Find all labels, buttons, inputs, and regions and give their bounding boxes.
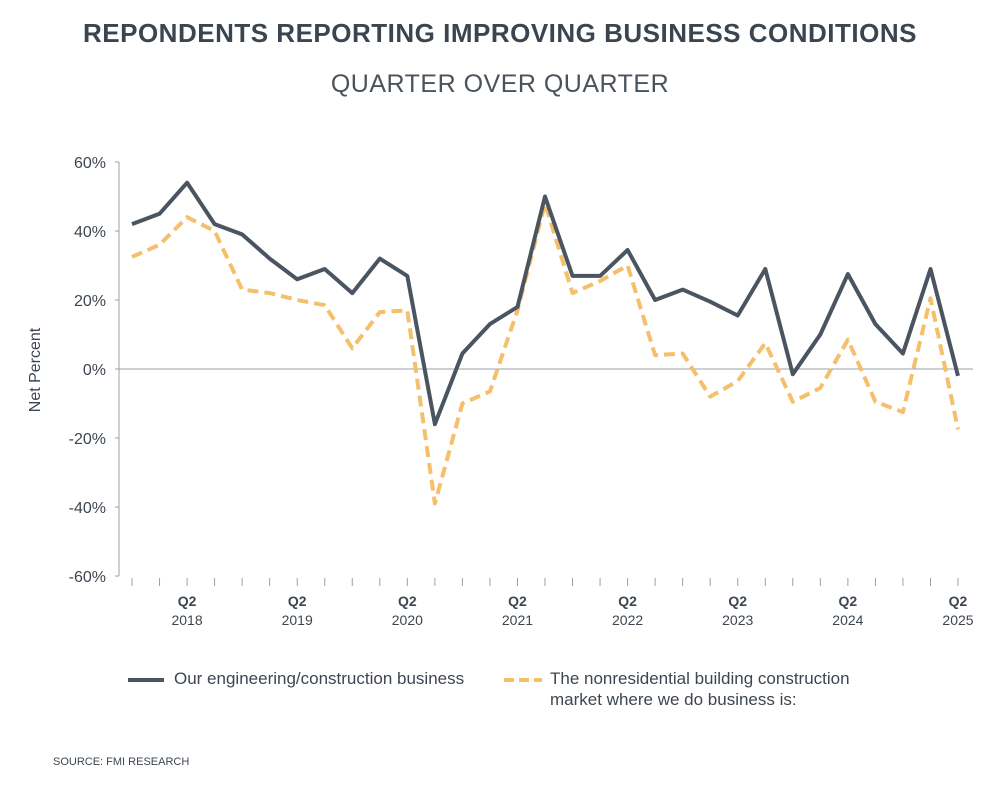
legend-swatch-dashed [504,678,542,682]
legend-swatch-solid [128,678,164,682]
y-tick-label: 40% [74,224,106,241]
x-tick-label-year: 2023 [722,612,753,628]
x-tick-label-year: 2022 [612,612,643,628]
x-tick-label-quarter: Q2 [508,593,527,609]
y-axis-label: Net Percent [27,327,44,412]
legend-label-series2-line2: market where we do business is: [550,690,797,709]
legend-label-series2-line1: The nonresidential building construction [550,669,850,688]
legend-label-series1: Our engineering/construction business [174,669,465,688]
y-tick-label: -60% [69,569,106,586]
x-tick-label-year: 2021 [502,612,533,628]
x-tick-label-quarter: Q2 [178,593,197,609]
x-tick-label-quarter: Q2 [288,593,307,609]
legend-label-series2: The nonresidential building construction… [550,668,850,710]
chart-title: REPONDENTS REPORTING IMPROVING BUSINESS … [83,18,917,48]
y-tick-label: -40% [69,500,106,517]
series-line-nonresidential-market [131,201,960,506]
y-tick-label: 0% [83,362,106,379]
x-tick-label-quarter: Q2 [839,593,858,609]
x-tick-label-year: 2020 [392,612,423,628]
y-tick-label: -20% [69,431,106,448]
x-tick-label-year: 2019 [282,612,313,628]
x-tick-label-quarter: Q2 [618,593,637,609]
y-tick-label: 60% [74,155,106,172]
y-tick-label: 20% [74,293,106,310]
series-line-engineering-construction [131,180,960,427]
x-tick-label-year: 2018 [171,612,202,628]
source-note: SOURCE: FMI RESEARCH [53,756,190,768]
chart-subtitle: QUARTER OVER QUARTER [330,70,670,98]
x-tick-label-year: 2025 [942,612,973,628]
x-tick-label-year: 2024 [832,612,863,628]
x-tick-label-quarter: Q2 [398,593,417,609]
x-tick-label-quarter: Q2 [949,593,968,609]
x-tick-label-quarter: Q2 [728,593,747,609]
